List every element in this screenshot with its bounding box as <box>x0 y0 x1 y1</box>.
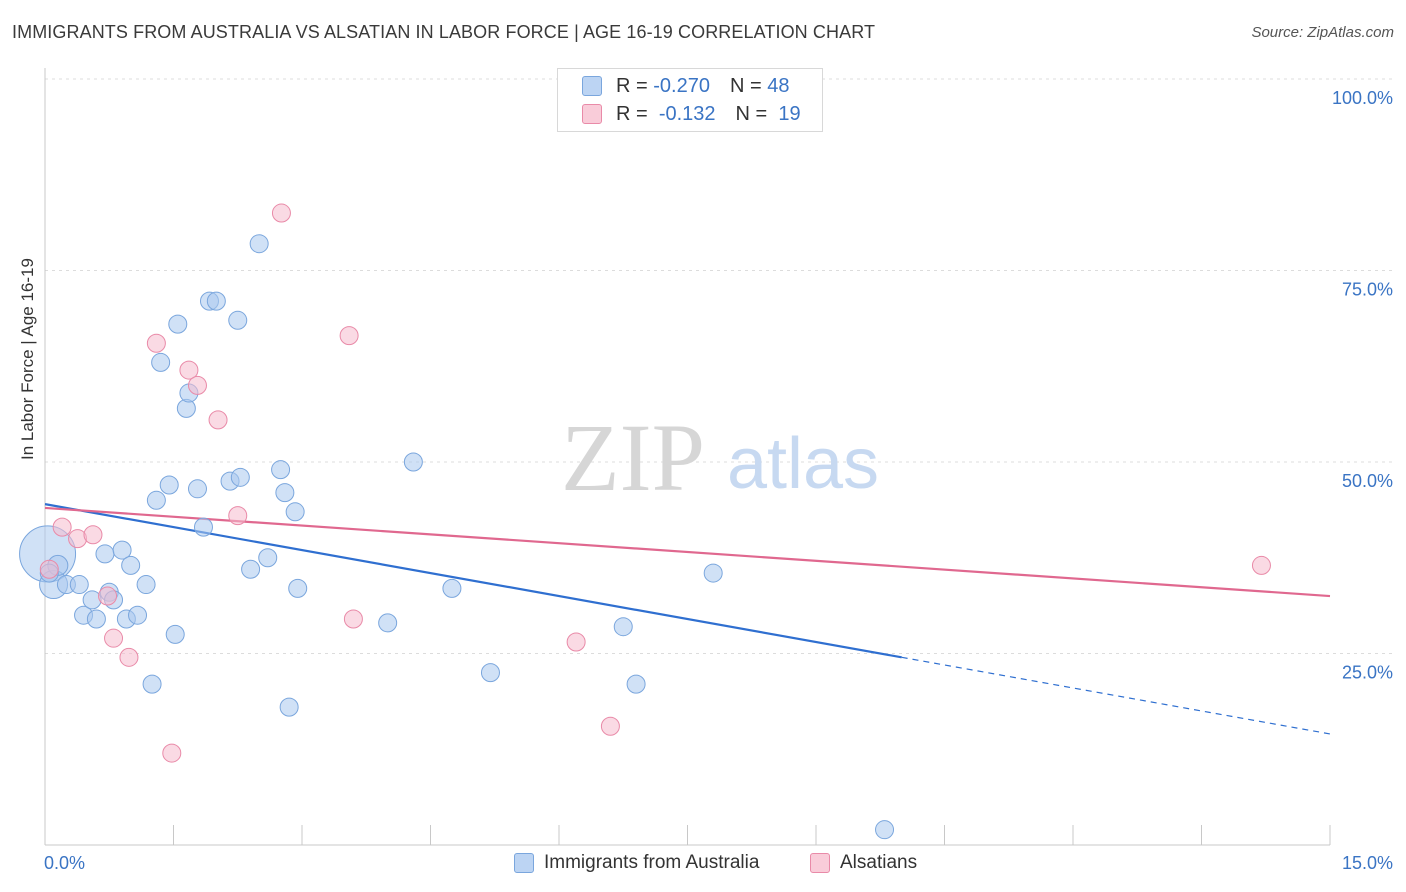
point-australia <box>271 460 291 480</box>
series-swatch-australia <box>514 853 534 873</box>
point-alsatians <box>339 326 359 346</box>
chart-title: IMMIGRANTS FROM AUSTRALIA VS ALSATIAN IN… <box>12 22 876 42</box>
legend-r-label: R = <box>616 74 648 97</box>
point-australia <box>193 517 213 537</box>
point-australia <box>249 234 269 254</box>
x-tick-labels: 0.0% 15.0% <box>44 853 1393 873</box>
y-tick-label: 50.0% <box>1342 471 1393 491</box>
trend-line-1 <box>44 506 1331 598</box>
correlation-legend: R = -0.270 N = 48 R = -0.132 N = 19 <box>557 68 823 132</box>
point-alsatians <box>566 632 586 652</box>
point-australia <box>121 555 141 575</box>
trend-line-extension-0 <box>901 656 1331 735</box>
point-australia <box>279 697 299 717</box>
point-alsatians <box>1251 555 1271 575</box>
point-australia <box>95 544 115 564</box>
point-alsatians <box>146 333 166 353</box>
y-tick-label: 25.0% <box>1342 663 1393 683</box>
series-name-australia: Immigrants from Australia <box>544 852 760 873</box>
point-australia <box>168 314 188 334</box>
point-australia <box>165 624 185 644</box>
y-axis-label: In Labor Force | Age 16-19 <box>18 258 37 460</box>
point-australia <box>480 663 500 683</box>
legend-row-alsatians: R = -0.132 N = 19 <box>582 101 801 127</box>
legend-n-value: 48 <box>767 74 790 97</box>
point-australia <box>403 452 423 472</box>
watermark-atlas: atlas <box>727 424 879 504</box>
point-alsatians <box>39 559 59 579</box>
chart-source: Source: ZipAtlas.com <box>1251 24 1394 41</box>
point-australia <box>442 578 462 598</box>
trend-lines <box>44 503 1331 735</box>
legend-n-label: N = <box>729 74 762 97</box>
series-swatch-alsatians <box>810 853 830 873</box>
point-australia <box>285 502 305 522</box>
point-australia <box>626 674 646 694</box>
point-alsatians <box>343 609 363 629</box>
point-australia <box>151 352 171 372</box>
point-alsatians <box>104 628 124 648</box>
point-australia <box>275 483 295 503</box>
legend-n-label: N = <box>735 102 768 125</box>
y-tick-label: 100.0% <box>1332 88 1393 108</box>
x-tick-label-left: 0.0% <box>44 853 85 873</box>
point-australia <box>228 310 248 330</box>
point-alsatians <box>228 506 248 526</box>
point-australia <box>703 563 723 583</box>
legend-row-australia: R = -0.270 N = 48 <box>582 73 789 99</box>
legend-swatch-australia <box>582 76 602 96</box>
point-alsatians <box>83 525 103 545</box>
legend-r-value: -0.270 <box>653 74 710 97</box>
point-australia <box>159 475 179 495</box>
point-alsatians <box>162 743 182 763</box>
point-australia <box>288 578 308 598</box>
point-australia <box>142 674 162 694</box>
series-name-alsatians: Alsatians <box>840 852 918 873</box>
series-legend: Immigrants from Australia Alsatians <box>0 852 1406 878</box>
point-australia <box>136 575 156 595</box>
point-australia <box>875 820 895 840</box>
point-australia <box>86 609 106 629</box>
y-tick-label: 75.0% <box>1342 280 1393 300</box>
point-australia <box>258 548 278 568</box>
point-australia <box>146 490 166 510</box>
legend-n-value: 19 <box>778 102 801 125</box>
series-legend-alsatians[interactable]: Alsatians <box>810 852 917 874</box>
point-australia <box>206 291 226 311</box>
point-alsatians <box>271 203 291 223</box>
point-alsatians <box>52 517 72 537</box>
point-australia <box>378 613 398 633</box>
y-tick-labels: 25.0% 50.0% 75.0% 100.0% <box>1332 88 1393 683</box>
watermark: ZIP atlas <box>561 404 879 511</box>
point-alsatians <box>179 360 199 380</box>
point-alsatians <box>208 410 228 430</box>
data-points <box>19 203 1271 840</box>
legend-swatch-alsatians <box>582 104 602 124</box>
series-legend-australia[interactable]: Immigrants from Australia <box>514 852 759 874</box>
point-australia <box>613 617 633 637</box>
point-australia <box>241 559 261 579</box>
point-alsatians <box>98 586 118 606</box>
point-alsatians <box>119 647 139 667</box>
point-australia <box>112 540 132 560</box>
trend-line-0 <box>44 503 902 659</box>
x-tick-label-right: 15.0% <box>1342 853 1393 873</box>
point-alsatians <box>187 375 207 395</box>
legend-r-value: -0.132 <box>658 102 716 125</box>
point-australia <box>187 479 207 499</box>
point-australia <box>69 575 89 595</box>
point-australia <box>230 467 250 487</box>
point-australia <box>128 605 148 625</box>
point-alsatians <box>600 716 620 736</box>
watermark-zip: ZIP <box>561 404 705 511</box>
legend-r-label: R = <box>616 102 648 125</box>
axes <box>44 68 1331 846</box>
